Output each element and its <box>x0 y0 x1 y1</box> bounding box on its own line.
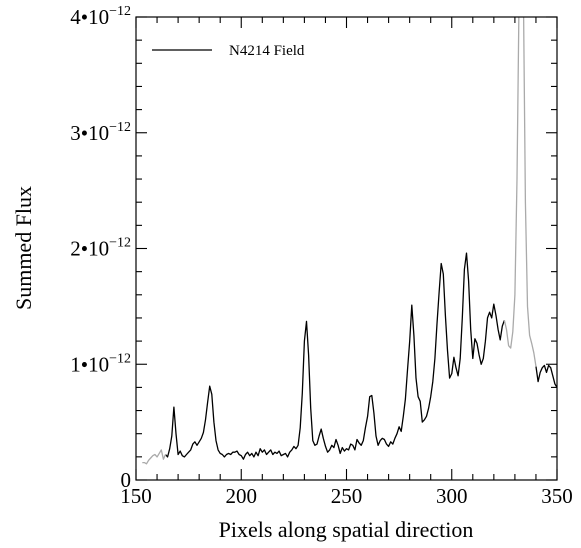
x-tick-label: 150 <box>120 484 152 508</box>
legend: N4214 Field <box>152 43 305 59</box>
series-line-fit-region-right <box>535 364 557 388</box>
y-axis-title: Summed Flux <box>11 186 36 310</box>
x-tick-label: 350 <box>541 484 573 508</box>
x-tick-label: 300 <box>436 484 468 508</box>
x-tick-label: 250 <box>331 484 363 508</box>
y-tick-label: 4•10−12 <box>70 4 131 29</box>
tick-labels-layer: 150 200 250 300 350 0 1•10−12 2•10−12 3•10−12 4•1… <box>70 4 573 508</box>
x-axis-title: Pixels along spatial direction <box>219 517 474 542</box>
legend-label: N4214 Field <box>229 43 305 59</box>
y-tick-label: 2•10−12 <box>70 236 131 261</box>
series-line-excluded-right <box>503 17 537 367</box>
x-tick-label: 200 <box>226 484 258 508</box>
series-line-fit-region <box>165 252 506 460</box>
y-tick-label: 3•10−12 <box>70 120 131 145</box>
y-tick-label: 1•10−12 <box>70 351 131 376</box>
series-line-excluded-left <box>142 449 167 465</box>
plot-frame <box>135 16 558 481</box>
ticks-layer <box>135 16 558 481</box>
y-tick-label: 0 <box>121 468 132 492</box>
series-layer <box>142 17 557 465</box>
